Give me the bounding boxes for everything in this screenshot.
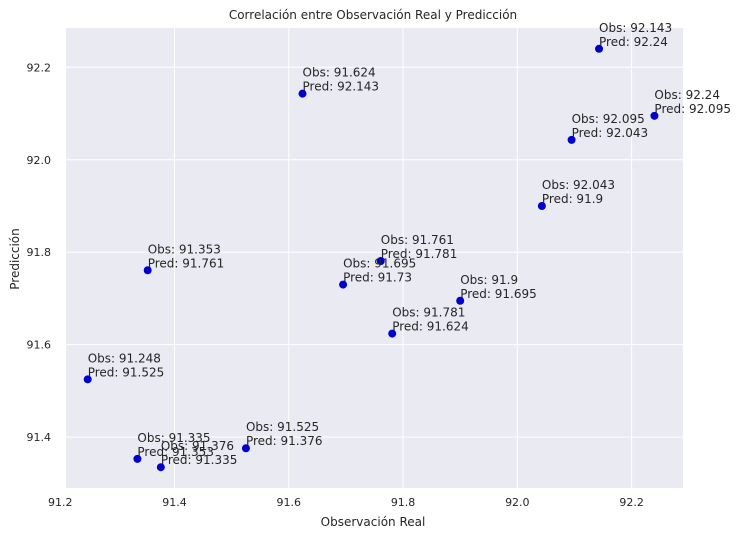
point-label-obs: Obs: 92.24	[654, 88, 720, 102]
data-point	[143, 266, 152, 275]
x-tick-label: 91.4	[162, 496, 187, 509]
data-point	[298, 89, 307, 98]
point-label-obs: Obs: 91.761	[381, 233, 454, 247]
point-label-obs: Obs: 91.695	[343, 257, 416, 271]
point-label-obs: Obs: 91.525	[246, 420, 319, 434]
x-tick-label: 91.8	[391, 496, 416, 509]
x-tick-label: 92.2	[619, 496, 644, 509]
data-point	[456, 296, 465, 305]
data-point	[595, 44, 604, 53]
point-label-pred: Pred: 91.761	[148, 256, 225, 270]
data-points	[83, 44, 659, 472]
point-label-obs: Obs: 92.043	[542, 178, 615, 192]
data-point	[156, 463, 165, 472]
data-point	[388, 329, 397, 338]
data-point	[376, 257, 385, 266]
point-label-pred: Pred: 91.9	[542, 192, 603, 206]
y-tick-label: 91.4	[27, 431, 52, 444]
data-point	[650, 111, 659, 120]
x-axis-label: Observación Real	[321, 515, 426, 529]
data-point	[567, 135, 576, 144]
point-label-pred: Pred: 91.525	[88, 365, 165, 379]
point-label-obs: Obs: 91.9	[460, 273, 518, 287]
point-label-obs: Obs: 91.781	[392, 306, 465, 320]
point-label-pred: Pred: 91.353	[137, 445, 214, 459]
point-label-pred: Pred: 91.624	[392, 320, 469, 334]
point-label-pred: Pred: 92.24	[599, 35, 668, 49]
point-label-pred: Pred: 92.143	[303, 80, 380, 94]
point-label-obs: Obs: 91.248	[88, 351, 161, 365]
y-tick-label: 91.6	[27, 339, 52, 352]
gridlines	[59, 28, 683, 488]
point-label-pred: Pred: 91.73	[343, 271, 412, 285]
point-label-obs: Obs: 91.353	[148, 242, 221, 256]
point-label-pred: Pred: 92.095	[654, 102, 731, 116]
point-label-obs: Obs: 91.335	[137, 431, 210, 445]
y-tick-label: 92.2	[27, 61, 52, 74]
y-tick-label: 92.0	[27, 154, 52, 167]
y-axis-ticks: 91.4 91.6 91.8 92.0 92.2	[27, 61, 52, 444]
point-label-pred: Pred: 91.376	[246, 434, 323, 448]
point-label-pred: Pred: 91.781	[381, 247, 458, 261]
point-label-pred: Pred: 91.695	[460, 287, 537, 301]
point-label-pred: Pred: 91.335	[161, 453, 238, 467]
plot-area	[66, 28, 683, 488]
data-point	[241, 444, 250, 453]
point-label-obs: Obs: 91.624	[303, 66, 376, 80]
data-point	[339, 280, 348, 289]
point-label-obs: Obs: 92.143	[599, 21, 672, 35]
y-axis-label: Predicción	[8, 228, 22, 290]
point-label-pred: Pred: 92.043	[572, 126, 649, 140]
data-point	[133, 454, 142, 463]
x-tick-label: 91.6	[277, 496, 302, 509]
data-point	[537, 201, 546, 210]
y-tick-label: 91.8	[27, 246, 52, 259]
chart-title: Correlación entre Observación Real y Pre…	[229, 8, 517, 22]
x-tick-label: 92.0	[505, 496, 530, 509]
x-axis-ticks: 91.2 91.4 91.6 91.8 92.0 92.2	[48, 496, 644, 509]
data-point	[83, 375, 92, 384]
x-tick-label: 91.2	[48, 496, 73, 509]
point-label-obs: Obs: 92.095	[572, 112, 645, 126]
point-label-obs: Obs: 91.376	[161, 439, 234, 453]
